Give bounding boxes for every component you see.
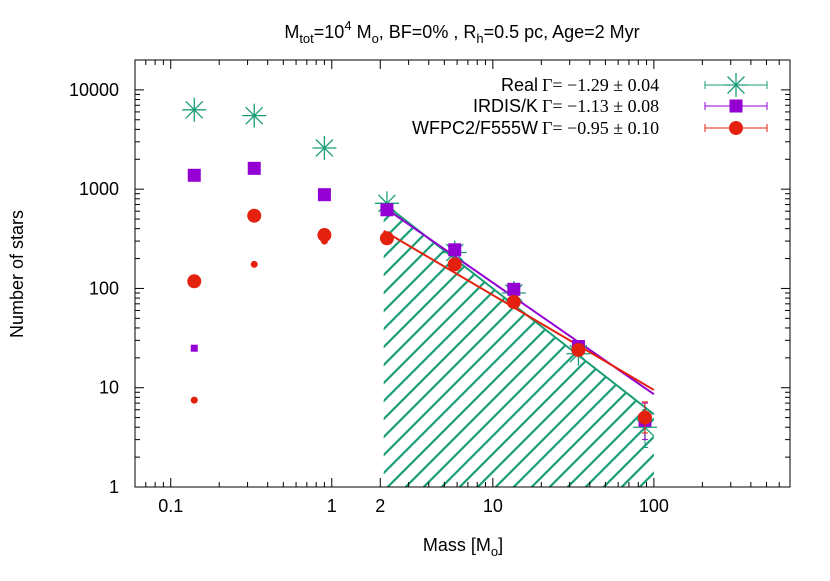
data-point (637, 410, 652, 425)
hatch-line (0, 57, 350, 487)
legend-name-wfpc2: WFPC2/F555W (412, 118, 538, 138)
title-sub-tot: tot (299, 31, 314, 46)
hatch-line (383, 203, 654, 487)
x-tick-label: 10 (483, 496, 503, 516)
hatch-line (383, 203, 639, 487)
x-axis-label-main: Mass [M (423, 535, 491, 555)
data-point (312, 135, 337, 160)
data-point-small (190, 344, 198, 352)
data-point (247, 161, 261, 175)
x-tick-label: 100 (639, 496, 669, 516)
data-point (507, 282, 521, 296)
title-m: M (284, 22, 299, 42)
legend-sample-wfpc2 (704, 121, 768, 135)
hatch-line (383, 203, 603, 487)
title-m2: M (352, 22, 372, 42)
hatch-line (0, 57, 314, 487)
y-axis-label: Number of stars (7, 210, 27, 338)
legend-stat-wfpc2: Γ= −0.95 ± 0.10 (542, 118, 659, 138)
legend-name-real: Real (501, 75, 538, 95)
chart-title: Mtot=104 Mo, BF=0% , Rh=0.5 pc, Age=2 My… (284, 18, 639, 46)
legend-marker (729, 99, 743, 113)
title-sub-h: h (476, 31, 483, 46)
y-tick-label: 100 (89, 278, 119, 298)
y-tick-label: 10000 (69, 80, 119, 100)
hatch-line (530, 203, 654, 487)
hatch-line (383, 203, 423, 487)
data-point (380, 203, 394, 217)
data-point-small (320, 237, 328, 245)
title-eq: =10 (314, 22, 345, 42)
legend-name-irdis: IRDIS/K (473, 96, 538, 116)
data-point (242, 103, 267, 128)
legend-sample-real (704, 73, 768, 97)
fit-line (383, 230, 655, 391)
data-markers (182, 97, 657, 448)
data-point (379, 231, 394, 246)
data-point (182, 97, 207, 122)
legend-marker (729, 121, 743, 135)
legend-stat-real: Γ= −1.29 ± 0.04 (542, 75, 659, 95)
data-point-small (250, 260, 258, 268)
data-point (448, 243, 462, 257)
hatch-line (383, 203, 441, 487)
hatch-line (440, 203, 654, 487)
y-tick-label: 10 (99, 378, 119, 398)
data-point (506, 295, 521, 310)
hatch-line (458, 203, 654, 487)
marker-stroke (245, 106, 264, 125)
y-tick-label: 1 (109, 477, 119, 497)
data-point (317, 228, 332, 243)
hatch-line (383, 203, 459, 487)
y-tick-label: 1000 (79, 179, 119, 199)
data-point (317, 188, 331, 202)
x-tick-label: 1 (327, 496, 337, 516)
marker-stroke (727, 76, 745, 94)
fit-lines (383, 202, 655, 416)
data-point (187, 168, 201, 182)
axis-ticks: 0.1 1 2 10 100 1 10 100 1000 10000 (69, 60, 790, 516)
data-point (187, 274, 202, 289)
hatch-line (658, 57, 830, 487)
hatch-line (383, 203, 405, 487)
hatch-line (0, 57, 368, 487)
title-bf: , BF=0% , R (379, 22, 477, 42)
x-tick-label: 2 (375, 496, 385, 516)
hatch-line (383, 203, 387, 487)
legend: Real Γ= −1.29 ± 0.04 IRDIS/K Γ= −1.13 ± … (412, 73, 768, 138)
title-sup-4: 4 (344, 18, 351, 33)
legend-marker (724, 73, 748, 97)
hatch-line (548, 203, 654, 487)
x-axis-label-sub: o (491, 544, 498, 559)
legend-sample-irdis (704, 99, 768, 113)
hatch-line (476, 203, 654, 487)
hatch-line (383, 203, 654, 487)
hatch-line (512, 203, 654, 487)
plot-frame (134, 59, 791, 488)
hatch-line (383, 203, 621, 487)
marker-stroke (315, 139, 334, 157)
x-axis-label: Mass [Mo] (423, 535, 503, 559)
title-sub-o: o (372, 31, 379, 46)
marker-stroke (185, 100, 204, 119)
data-point-small (190, 396, 198, 404)
legend-stat-irdis: Γ= −1.13 ± 0.08 (542, 96, 659, 116)
title-rest: =0.5 pc, Age=2 Myr (484, 22, 640, 42)
data-point (447, 257, 462, 272)
data-point (571, 342, 586, 357)
data-point (247, 208, 262, 223)
x-axis-label-end: ] (498, 535, 503, 555)
hatch-line (494, 203, 654, 487)
x-tick-label: 0.1 (158, 496, 183, 516)
hatch-line (0, 57, 332, 487)
